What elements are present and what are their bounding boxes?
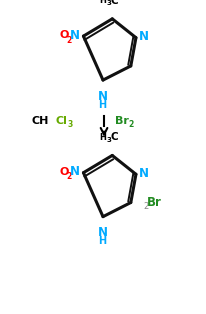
Text: Br: Br: [147, 196, 162, 209]
Text: H: H: [98, 100, 107, 110]
Text: O: O: [59, 167, 69, 177]
Text: 2: 2: [144, 202, 149, 211]
Text: 3: 3: [106, 137, 111, 143]
Text: 3: 3: [106, 0, 111, 6]
Text: H: H: [99, 133, 107, 142]
Text: 3: 3: [67, 121, 73, 129]
Text: C: C: [111, 0, 119, 6]
Text: N: N: [70, 165, 80, 178]
Text: C: C: [111, 132, 119, 142]
Text: N: N: [97, 226, 107, 240]
Text: H: H: [98, 236, 107, 246]
Text: CH: CH: [32, 116, 49, 126]
Text: 2: 2: [128, 121, 134, 129]
Text: N: N: [139, 167, 149, 180]
Text: N: N: [70, 29, 80, 42]
Text: Cl: Cl: [56, 116, 68, 126]
Text: Br: Br: [115, 116, 129, 126]
Text: 2: 2: [67, 36, 72, 45]
Text: H: H: [99, 0, 107, 5]
Text: 2: 2: [67, 172, 72, 181]
Text: N: N: [139, 30, 149, 43]
Text: O: O: [59, 30, 69, 40]
Text: N: N: [97, 90, 107, 103]
